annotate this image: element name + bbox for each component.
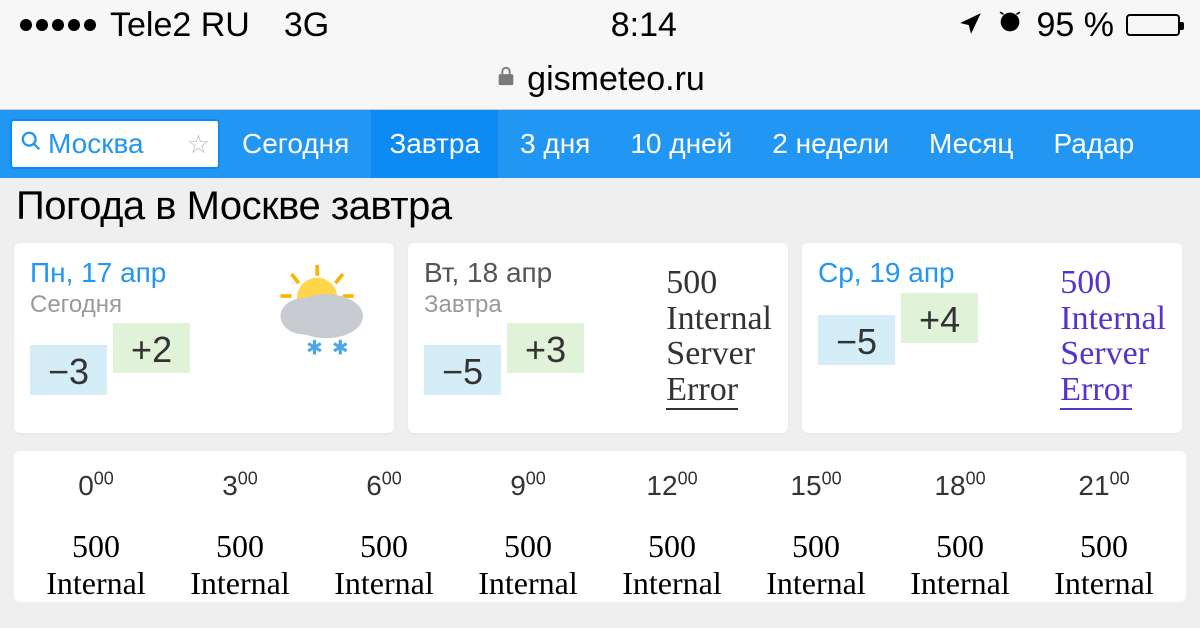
- network-label: 3G: [284, 6, 329, 45]
- nav-item-radar[interactable]: Радар: [1035, 110, 1152, 178]
- hourly-times-row: 0003006009001200150018002100: [24, 469, 1176, 502]
- nav-item-month[interactable]: Месяц: [911, 110, 1031, 178]
- temp-high-label: +3: [507, 323, 584, 373]
- hour-error-label: 500Internal: [312, 502, 456, 602]
- hour-error-label: 500Internal: [24, 502, 168, 602]
- weather-icon: ✱ ✱: [264, 263, 374, 363]
- nav-item-3days[interactable]: 3 дня: [502, 110, 608, 178]
- temp-high-label: +4: [901, 293, 978, 343]
- temp-low-label: −3: [30, 345, 107, 395]
- hour-time-label: 2100: [1032, 469, 1176, 502]
- lock-icon: [495, 63, 517, 96]
- error-text: 500InternalServerError: [666, 265, 772, 408]
- hour-error-label: 500Internal: [456, 502, 600, 602]
- day-card[interactable]: Пн, 17 апр Сегодня ✱ ✱ −3 +2: [14, 243, 394, 433]
- day-cards-row: Пн, 17 апр Сегодня ✱ ✱ −3 +2 Вт, 18 апр …: [0, 243, 1200, 433]
- svg-text:✱: ✱: [306, 338, 323, 360]
- alarm-icon: [996, 6, 1024, 45]
- carrier-label: Tele2 RU: [110, 6, 250, 45]
- hour-time-label: 000: [24, 469, 168, 502]
- hour-error-label: 500Internal: [1032, 502, 1176, 602]
- location-icon: [958, 6, 984, 45]
- battery-pct-label: 95 %: [1036, 6, 1114, 45]
- hour-time-label: 1800: [888, 469, 1032, 502]
- search-icon: [20, 130, 42, 159]
- page-title: Погода в Москве завтра: [0, 178, 1200, 243]
- status-left: Tele2 RU 3G: [20, 6, 329, 45]
- search-box[interactable]: Москва ☆: [10, 119, 220, 169]
- hour-time-label: 1200: [600, 469, 744, 502]
- hour-error-label: 500Internal: [600, 502, 744, 602]
- search-input[interactable]: Москва: [48, 128, 181, 160]
- nav-item-today[interactable]: Сегодня: [224, 110, 367, 178]
- hour-error-label: 500Internal: [744, 502, 888, 602]
- signal-icon: [20, 19, 96, 31]
- svg-text:✱: ✱: [332, 338, 349, 360]
- day-card[interactable]: Ср, 19 апр 500InternalServerError −5 +4: [802, 243, 1182, 433]
- star-icon[interactable]: ☆: [187, 129, 210, 160]
- nav-bar: Москва ☆ Сегодня Завтра 3 дня 10 дней 2 …: [0, 110, 1200, 178]
- hourly-panel: 0003006009001200150018002100 500Internal…: [14, 451, 1186, 602]
- hour-error-label: 500Internal: [168, 502, 312, 602]
- temp-low-label: −5: [818, 315, 895, 365]
- status-right: 95 %: [958, 6, 1180, 45]
- battery-icon: [1126, 14, 1180, 36]
- temp-high-label: +2: [113, 323, 190, 373]
- status-bar: Tele2 RU 3G 8:14 95 %: [0, 0, 1200, 50]
- nav-item-2weeks[interactable]: 2 недели: [754, 110, 907, 178]
- temp-low-label: −5: [424, 345, 501, 395]
- error-text: 500InternalServerError: [1060, 265, 1166, 408]
- hour-error-label: 500Internal: [888, 502, 1032, 602]
- hour-time-label: 900: [456, 469, 600, 502]
- hour-time-label: 300: [168, 469, 312, 502]
- hour-time-label: 600: [312, 469, 456, 502]
- nav-item-tomorrow[interactable]: Завтра: [371, 110, 498, 178]
- day-card[interactable]: Вт, 18 апр Завтра 500InternalServerError…: [408, 243, 788, 433]
- nav-item-10days[interactable]: 10 дней: [612, 110, 750, 178]
- browser-url-bar[interactable]: gismeteo.ru: [0, 50, 1200, 110]
- hourly-errors-row: 500Internal500Internal500Internal500Inte…: [24, 502, 1176, 602]
- url-domain-label: gismeteo.ru: [527, 60, 705, 99]
- hour-time-label: 1500: [744, 469, 888, 502]
- clock-label: 8:14: [611, 6, 677, 45]
